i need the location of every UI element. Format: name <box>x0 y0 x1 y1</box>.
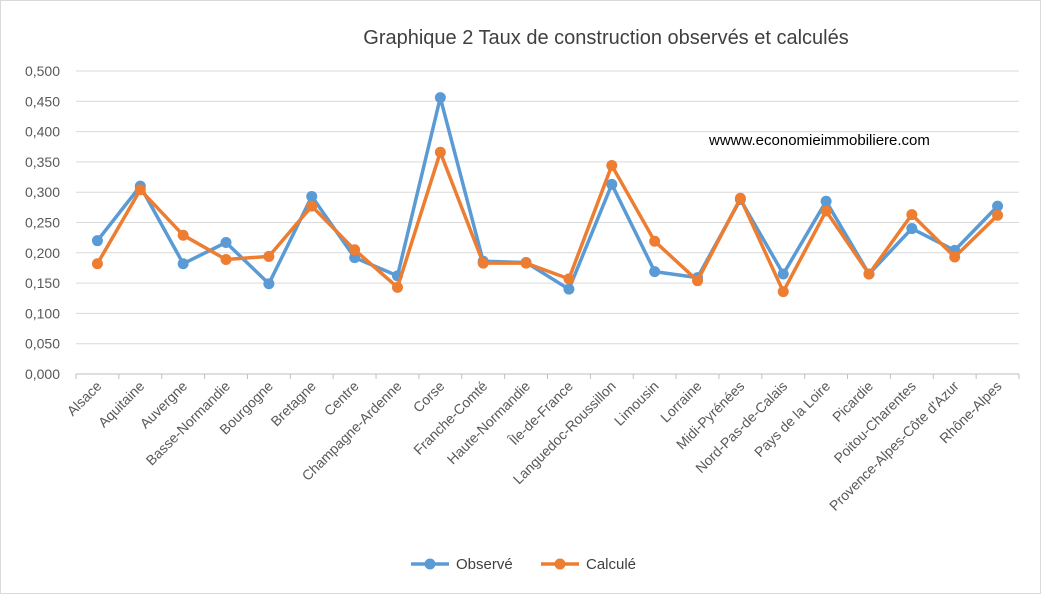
data-point-observe <box>563 283 575 295</box>
data-point-calcule <box>134 184 146 196</box>
data-point-calcule <box>734 192 746 204</box>
data-point-calcule <box>992 209 1004 221</box>
data-point-calcule <box>777 286 789 298</box>
data-point-calcule <box>477 257 489 269</box>
series-line-observe <box>96 95 999 291</box>
series-line-calcule <box>95 150 999 294</box>
x-tick-label: Centre <box>321 378 362 419</box>
series-layer <box>91 92 1004 298</box>
data-point-calcule <box>692 275 704 287</box>
legend-swatch-marker <box>424 558 436 570</box>
x-tick-label: Franche-Comté <box>410 378 490 458</box>
data-point-observe <box>220 236 232 248</box>
data-point-calcule <box>391 281 403 293</box>
data-point-observe <box>177 258 189 270</box>
x-axis-tick-labels: AlsaceAquitaineAuvergneBasse-NormandieBo… <box>64 374 1020 514</box>
y-tick-label: 0,050 <box>25 336 60 352</box>
y-tick-label: 0,000 <box>25 366 60 382</box>
data-point-observe <box>349 252 361 264</box>
data-point-observe <box>777 268 789 280</box>
legend-label: Observé <box>456 556 513 573</box>
y-tick-label: 0,350 <box>25 154 60 170</box>
data-point-observe <box>649 266 661 278</box>
y-tick-label: 0,500 <box>25 63 60 79</box>
x-tick-label: Bretagne <box>267 378 319 430</box>
data-point-observe <box>906 223 918 235</box>
y-tick-label: 0,400 <box>25 124 60 140</box>
x-tick-label: Corse <box>410 378 448 416</box>
data-point-calcule <box>434 146 446 158</box>
y-tick-label: 0,450 <box>25 93 60 109</box>
data-point-calcule <box>349 244 361 256</box>
legend-item-observe: Observé <box>411 556 513 573</box>
data-point-observe <box>91 235 103 247</box>
x-tick-label: Pays de la Loire <box>751 378 833 460</box>
data-point-calcule <box>177 229 189 241</box>
website-annotation: wwww.economieimmobiliere.com <box>708 132 930 149</box>
data-point-calcule <box>220 253 232 265</box>
legend: Observé Calculé <box>411 556 636 573</box>
data-point-observe <box>306 190 318 202</box>
series-observe <box>91 92 1004 295</box>
gridlines <box>76 70 1019 375</box>
data-point-calcule <box>306 200 318 212</box>
data-point-calcule <box>820 205 832 217</box>
x-tick-label: Limousin <box>611 378 662 429</box>
series-calcule <box>91 146 1004 298</box>
data-point-calcule <box>263 250 275 262</box>
legend-item-calcule: Calculé <box>541 556 636 573</box>
y-tick-label: 0,100 <box>25 305 60 321</box>
data-point-calcule <box>563 273 575 285</box>
y-tick-label: 0,300 <box>25 184 60 200</box>
y-tick-label: 0,200 <box>25 245 60 261</box>
legend-label: Calculé <box>586 556 636 573</box>
y-axis-tick-labels: 0,000 0,050 0,100 0,150 0,200 0,250 0,300 0,350… <box>25 63 60 382</box>
data-point-observe <box>263 278 275 290</box>
data-point-calcule <box>520 257 532 269</box>
data-point-calcule <box>606 160 618 172</box>
data-point-calcule <box>949 251 961 263</box>
data-point-calcule <box>91 258 103 270</box>
data-point-calcule <box>649 235 661 247</box>
y-tick-label: 0,250 <box>25 215 60 231</box>
y-tick-label: 0,150 <box>25 275 60 291</box>
chart-title: Graphique 2 Taux de construction observé… <box>363 27 848 49</box>
data-point-calcule <box>863 268 875 280</box>
legend-swatch-marker <box>554 558 566 570</box>
data-point-observe <box>820 195 832 207</box>
data-point-observe <box>606 178 618 190</box>
data-point-observe <box>434 92 446 104</box>
data-point-calcule <box>906 209 918 221</box>
data-point-observe <box>992 200 1004 212</box>
x-tick-label: Alsace <box>64 378 105 419</box>
